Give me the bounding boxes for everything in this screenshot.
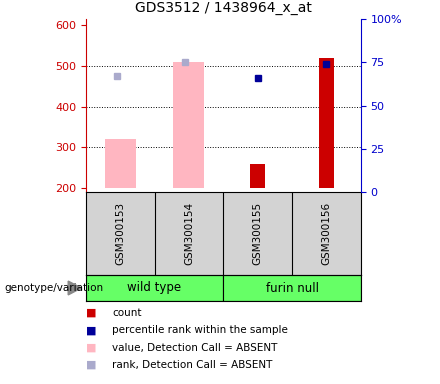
Title: GDS3512 / 1438964_x_at: GDS3512 / 1438964_x_at [135,2,312,15]
Text: ■: ■ [86,325,96,335]
Text: rank, Detection Call = ABSENT: rank, Detection Call = ABSENT [112,360,272,370]
Text: GSM300155: GSM300155 [253,202,263,265]
Text: GSM300154: GSM300154 [184,202,194,265]
Text: ■: ■ [86,360,96,370]
Polygon shape [68,281,81,295]
Text: value, Detection Call = ABSENT: value, Detection Call = ABSENT [112,343,278,353]
Text: percentile rank within the sample: percentile rank within the sample [112,325,288,335]
Text: ■: ■ [86,343,96,353]
Text: count: count [112,308,142,318]
Bar [173,62,205,188]
Bar [250,164,265,188]
Bar [319,58,334,188]
Text: genotype/variation: genotype/variation [4,283,103,293]
Bar [105,139,136,188]
Text: GSM300156: GSM300156 [322,202,331,265]
Text: wild type: wild type [128,281,182,295]
Text: furin null: furin null [266,281,319,295]
Bar [86,275,224,301]
Bar [224,275,361,301]
Text: ■: ■ [86,308,96,318]
Text: GSM300153: GSM300153 [115,202,125,265]
